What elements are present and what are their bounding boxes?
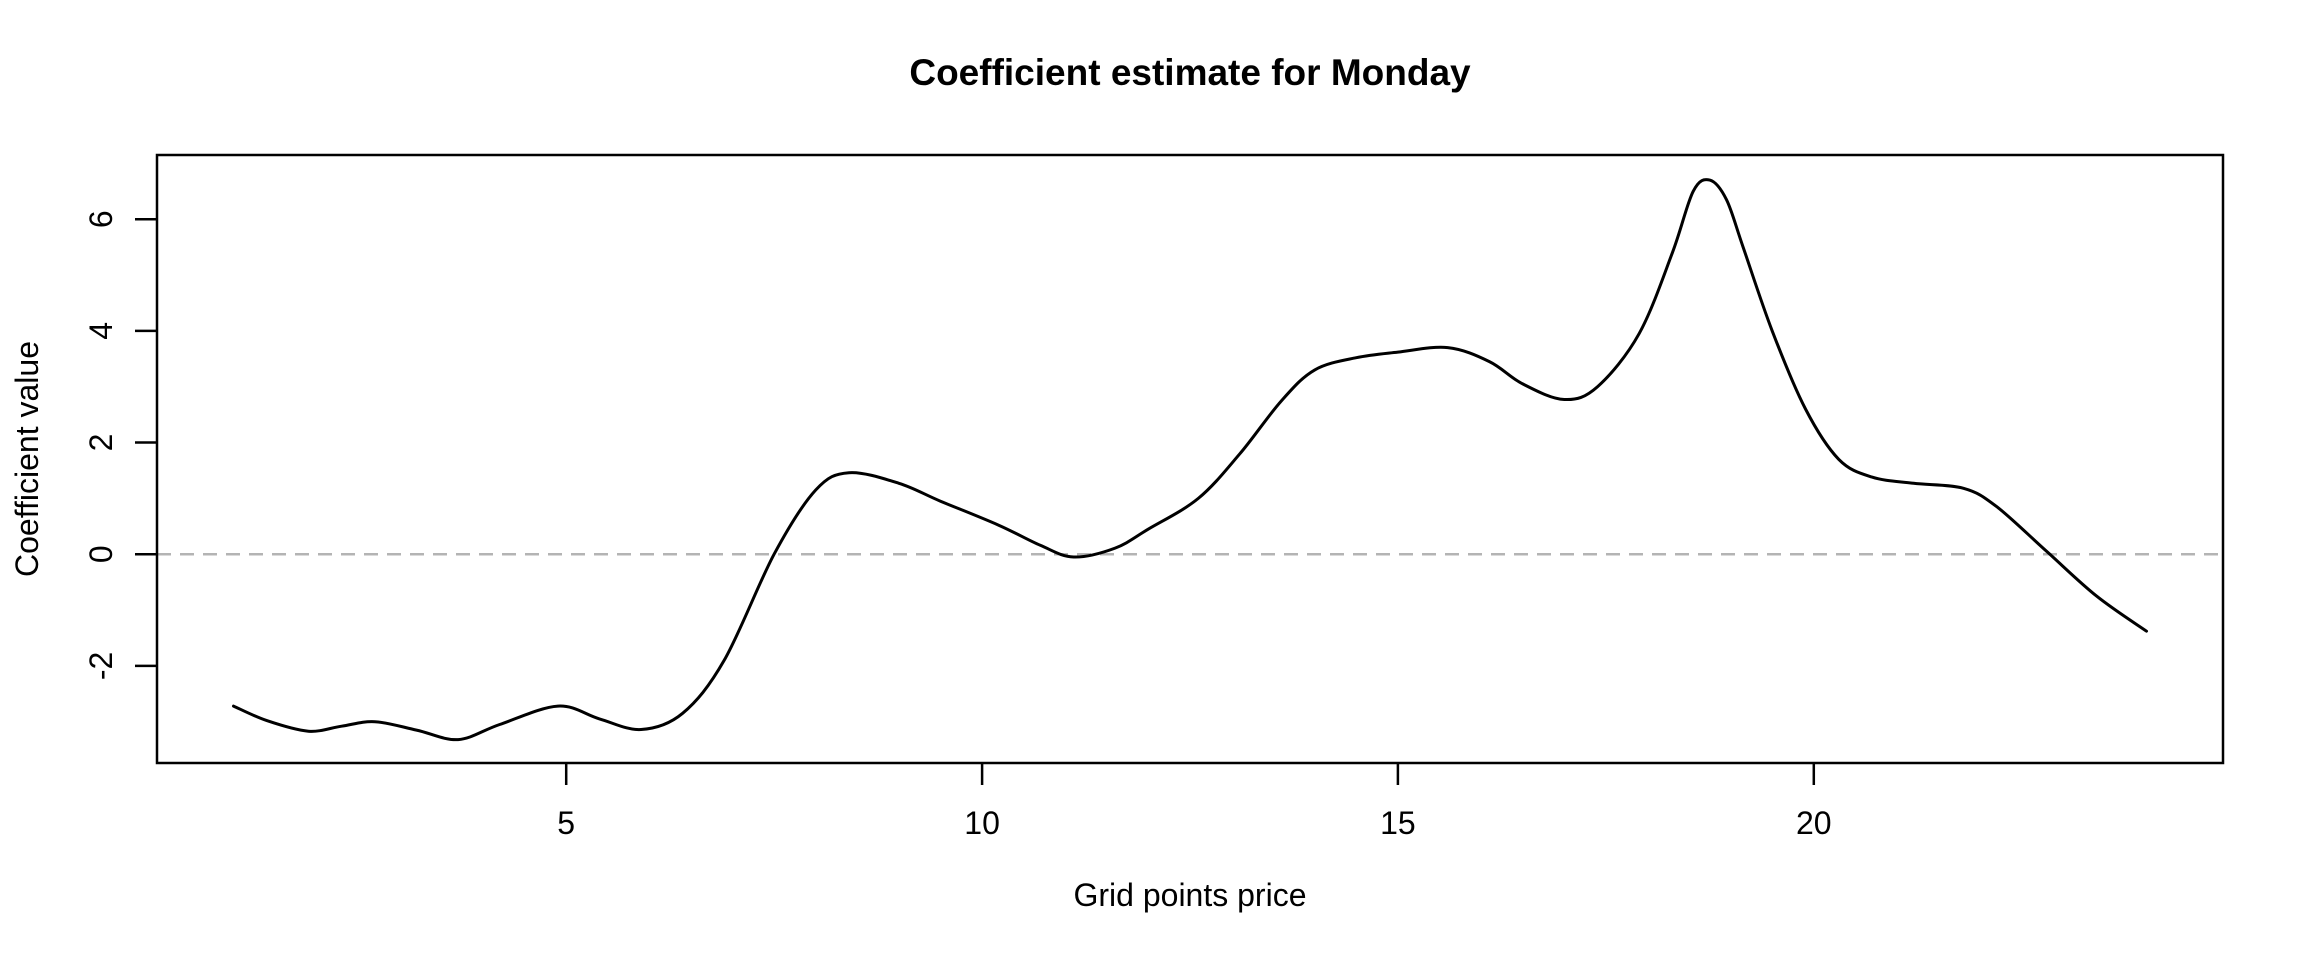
chart-title: Coefficient estimate for Monday bbox=[909, 52, 1471, 93]
y-tick-label: 6 bbox=[83, 210, 119, 228]
y-tick-label: 2 bbox=[83, 434, 119, 452]
y-axis-label: Coefficient value bbox=[9, 341, 45, 577]
y-tick-label: 0 bbox=[83, 545, 119, 563]
y-tick-label: 4 bbox=[83, 322, 119, 340]
x-axis-label: Grid points price bbox=[1074, 877, 1307, 913]
y-tick-label: -2 bbox=[83, 652, 119, 680]
x-tick-label: 10 bbox=[964, 805, 1000, 841]
x-tick-label: 15 bbox=[1380, 805, 1416, 841]
x-tick-label: 5 bbox=[557, 805, 575, 841]
plot-box bbox=[155, 153, 2225, 765]
x-tick-label: 20 bbox=[1796, 805, 1832, 841]
coefficient-curve bbox=[232, 178, 2148, 742]
